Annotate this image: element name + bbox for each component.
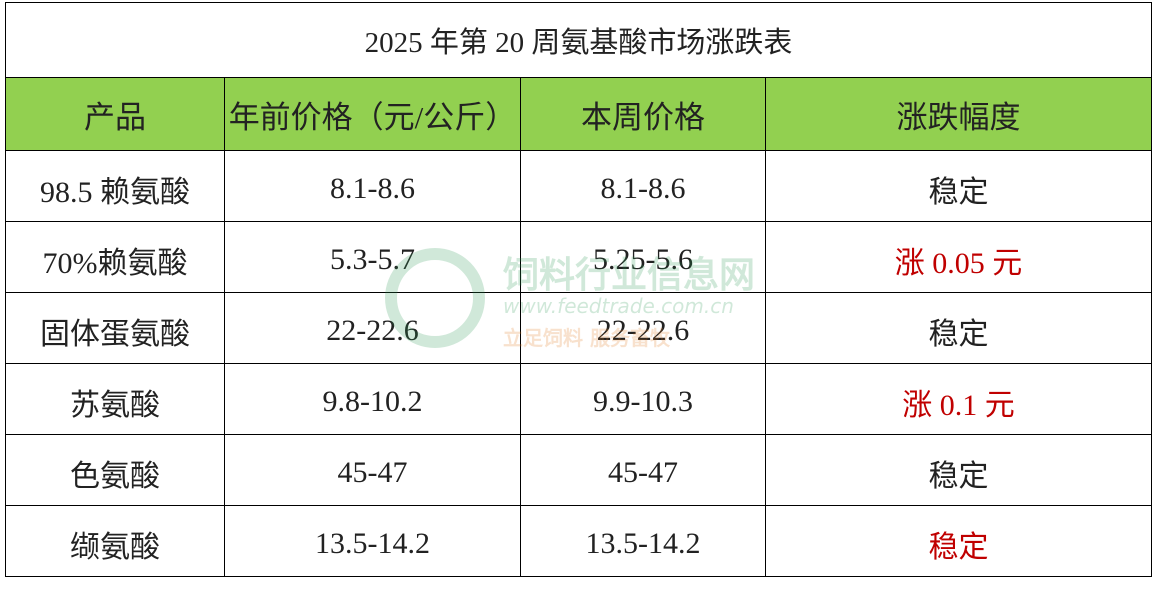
product-cell: 98.5 赖氨酸 <box>5 150 225 222</box>
title-row: 2025 年第 20 周氨基酸市场涨跌表 <box>4 2 1153 78</box>
data-row: 98.5 赖氨酸 8.1-8.6 8.1-8.6 稳定 <box>5 150 1153 222</box>
data-row: 缬氨酸 13.5-14.2 13.5-14.2 稳定 <box>5 505 1153 577</box>
table-title: 2025 年第 20 周氨基酸市场涨跌表 <box>4 2 1153 78</box>
data-row: 苏氨酸 9.8-10.2 9.9-10.3 涨 0.1 元 <box>5 363 1153 435</box>
product-cell: 固体蛋氨酸 <box>5 292 225 364</box>
price-cell: 8.1-8.6 <box>224 150 521 222</box>
price-table: 2025 年第 20 周氨基酸市场涨跌表 产品 年前价格（元/公斤） 本周价格 涨跌幅… <box>4 2 1153 577</box>
change-cell: 稳定 <box>764 434 1153 506</box>
price-cell: 8.1-8.6 <box>520 150 766 222</box>
price-cell: 5.25-5.6 <box>520 221 766 293</box>
price-cell: 13.5-14.2 <box>224 505 521 577</box>
price-cell: 13.5-14.2 <box>520 505 766 577</box>
data-row: 固体蛋氨酸 22-22.6 22-22.6 稳定 <box>5 292 1153 364</box>
header-cell: 涨跌幅度 <box>764 77 1153 151</box>
data-row: 70%赖氨酸 5.3-5.7 5.25-5.6 涨 0.05 元 <box>5 221 1153 293</box>
change-cell: 涨 0.05 元 <box>764 221 1153 293</box>
price-cell: 22-22.6 <box>520 292 766 364</box>
price-cell: 5.3-5.7 <box>224 221 521 293</box>
change-cell: 稳定 <box>764 505 1153 577</box>
price-cell: 45-47 <box>520 434 766 506</box>
change-cell: 稳定 <box>764 292 1153 364</box>
header-cell: 产品 <box>5 77 225 151</box>
data-row: 色氨酸 45-47 45-47 稳定 <box>5 434 1153 506</box>
header-cell: 年前价格（元/公斤） <box>224 77 521 151</box>
product-cell: 苏氨酸 <box>5 363 225 435</box>
header-cell: 本周价格 <box>520 77 766 151</box>
price-cell: 9.9-10.3 <box>520 363 766 435</box>
product-cell: 缬氨酸 <box>5 505 225 577</box>
change-cell: 稳定 <box>764 150 1153 222</box>
product-cell: 70%赖氨酸 <box>5 221 225 293</box>
price-cell: 9.8-10.2 <box>224 363 521 435</box>
change-cell: 涨 0.1 元 <box>764 363 1153 435</box>
product-cell: 色氨酸 <box>5 434 225 506</box>
header-row: 产品 年前价格（元/公斤） 本周价格 涨跌幅度 <box>5 77 1153 151</box>
price-cell: 22-22.6 <box>224 292 521 364</box>
price-cell: 45-47 <box>224 434 521 506</box>
